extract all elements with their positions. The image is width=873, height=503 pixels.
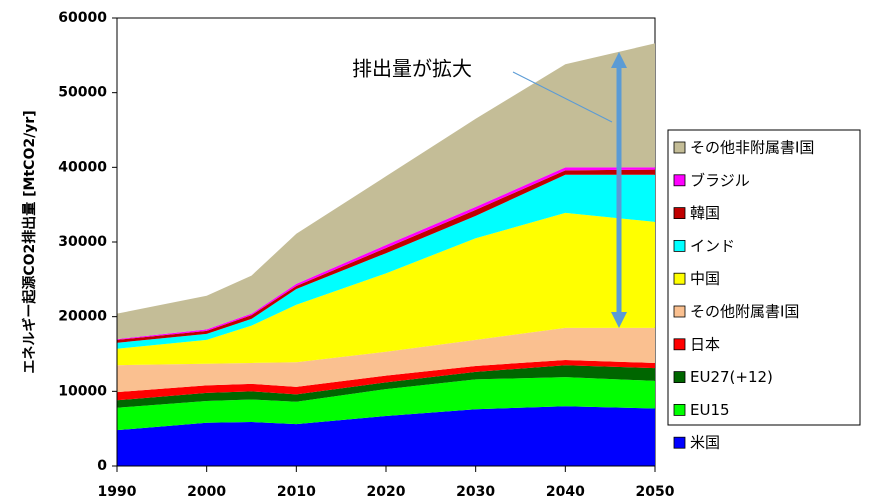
legend-swatch	[673, 436, 686, 449]
legend-label: 韓国	[690, 204, 720, 222]
y-tick-label: 0	[97, 458, 107, 474]
area	[117, 359, 655, 401]
area	[117, 174, 655, 349]
x-tick-label: 2050	[636, 484, 675, 500]
legend-swatch	[673, 174, 686, 187]
legend-swatch	[673, 338, 686, 351]
legend-label: 中国	[690, 270, 720, 288]
x-tick-label: 2000	[187, 484, 226, 500]
legend-label: EU27(+12)	[690, 368, 773, 386]
legend-swatch	[673, 207, 686, 220]
legend-label: EU15	[690, 401, 730, 419]
arrow-head	[611, 52, 627, 68]
legend-swatch	[673, 239, 686, 252]
x-tick-label: 2020	[367, 484, 406, 500]
y-tick-label: 20000	[58, 309, 107, 325]
area	[117, 327, 655, 393]
legend-swatch	[673, 403, 686, 416]
x-tick-label: 2030	[456, 484, 495, 500]
y-tick-label: 50000	[58, 85, 107, 101]
area	[117, 43, 655, 340]
area	[117, 212, 655, 366]
annotation: 排出量が拡大	[352, 57, 472, 81]
y-axis-label: エネルギー起源CO2排出量 [MtCO2/yr]	[21, 110, 38, 373]
legend-label: インド	[690, 237, 735, 255]
legend-box	[667, 129, 861, 426]
y-tick-label: 60000	[58, 10, 107, 26]
area	[117, 365, 655, 408]
legend-label: 日本	[690, 335, 720, 353]
x-tick-label: 2040	[546, 484, 585, 500]
legend-label: その他非附属書I国	[690, 139, 814, 157]
legend-swatch	[673, 371, 686, 384]
legend-swatch	[673, 141, 686, 154]
x-tick-label: 1990	[98, 484, 137, 500]
area	[117, 377, 655, 431]
x-tick-label: 2010	[277, 484, 316, 500]
y-tick-label: 10000	[58, 383, 107, 399]
area	[117, 406, 655, 466]
legend-label: ブラジル	[690, 171, 750, 189]
leader-line	[512, 71, 613, 123]
legend-label: 米国	[690, 434, 720, 452]
y-tick-label: 30000	[58, 234, 107, 250]
arrow-head	[611, 312, 627, 328]
y-tick-label: 40000	[58, 159, 107, 175]
legend-label: その他附属書I国	[690, 303, 799, 321]
legend-swatch	[673, 305, 686, 318]
legend-swatch	[673, 272, 686, 285]
